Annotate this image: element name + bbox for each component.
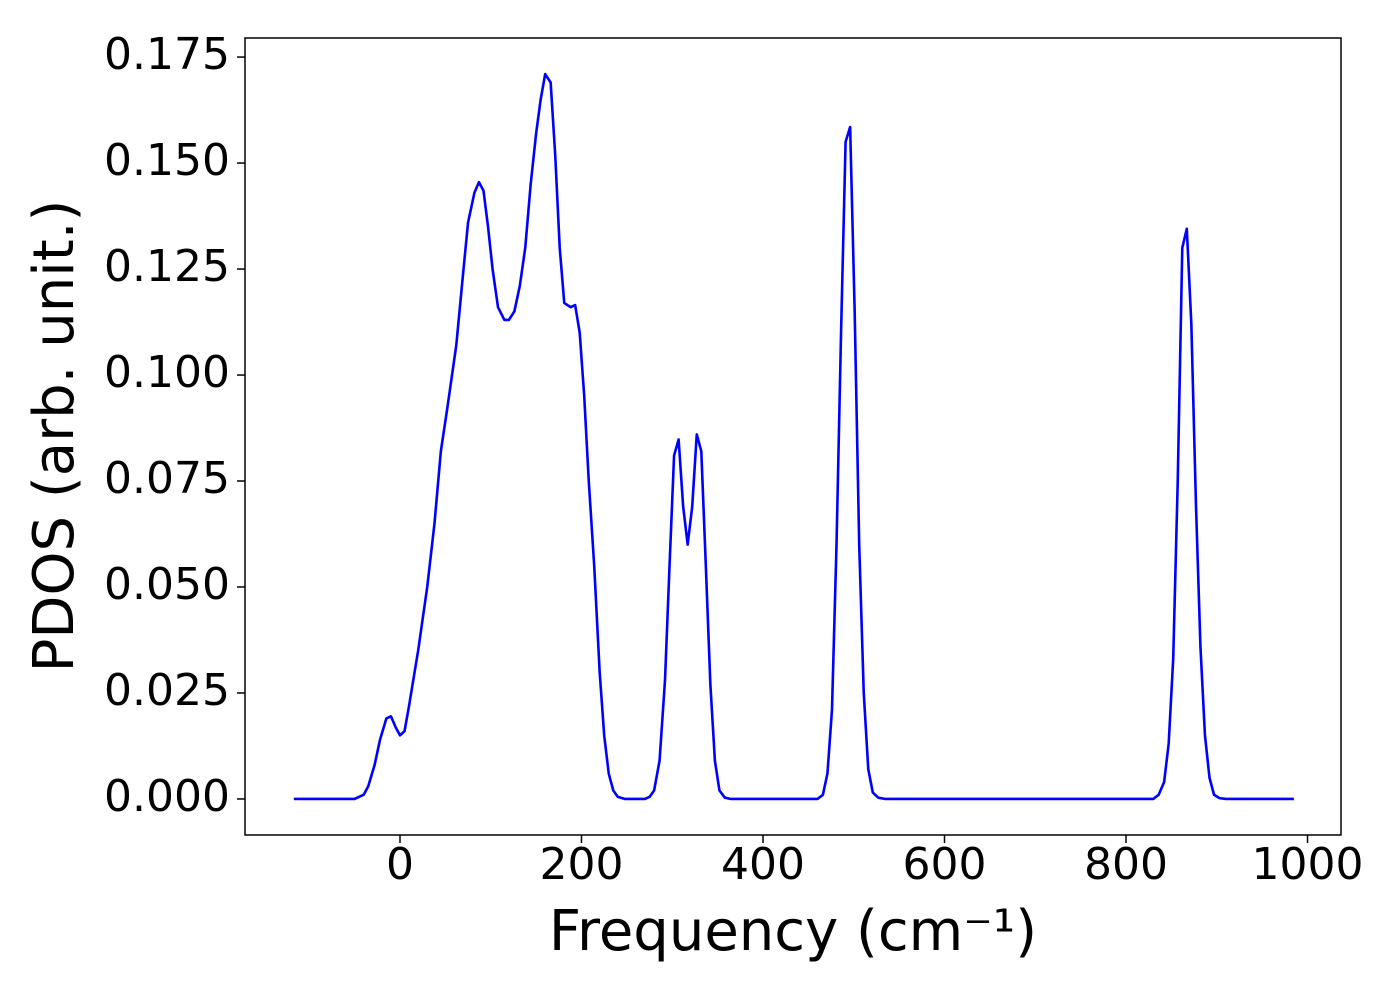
x-tick-label: 400 (721, 839, 805, 890)
x-axis-label: Frequency (cm⁻¹) (549, 899, 1037, 964)
plot-frame (244, 37, 1342, 836)
y-tick-label: 0.075 (104, 453, 230, 504)
x-tick-label: 800 (1084, 839, 1168, 890)
x-tick-label: 600 (903, 839, 987, 890)
y-tick-label: 0.100 (104, 347, 230, 398)
y-tick-label: 0.175 (104, 29, 230, 80)
data-line (293, 72, 1294, 801)
y-tick-label: 0.025 (104, 665, 230, 716)
x-tick-label: 1000 (1252, 839, 1364, 890)
y-tick-label: 0.050 (104, 559, 230, 610)
y-axis-label: PDOS (arb. unit.) (22, 200, 87, 673)
y-tick-label: 0.000 (104, 771, 230, 822)
y-tick-label: 0.125 (104, 241, 230, 292)
x-tick-label: 0 (386, 839, 414, 890)
y-tick-label: 0.150 (104, 135, 230, 186)
x-tick-label: 200 (540, 839, 624, 890)
